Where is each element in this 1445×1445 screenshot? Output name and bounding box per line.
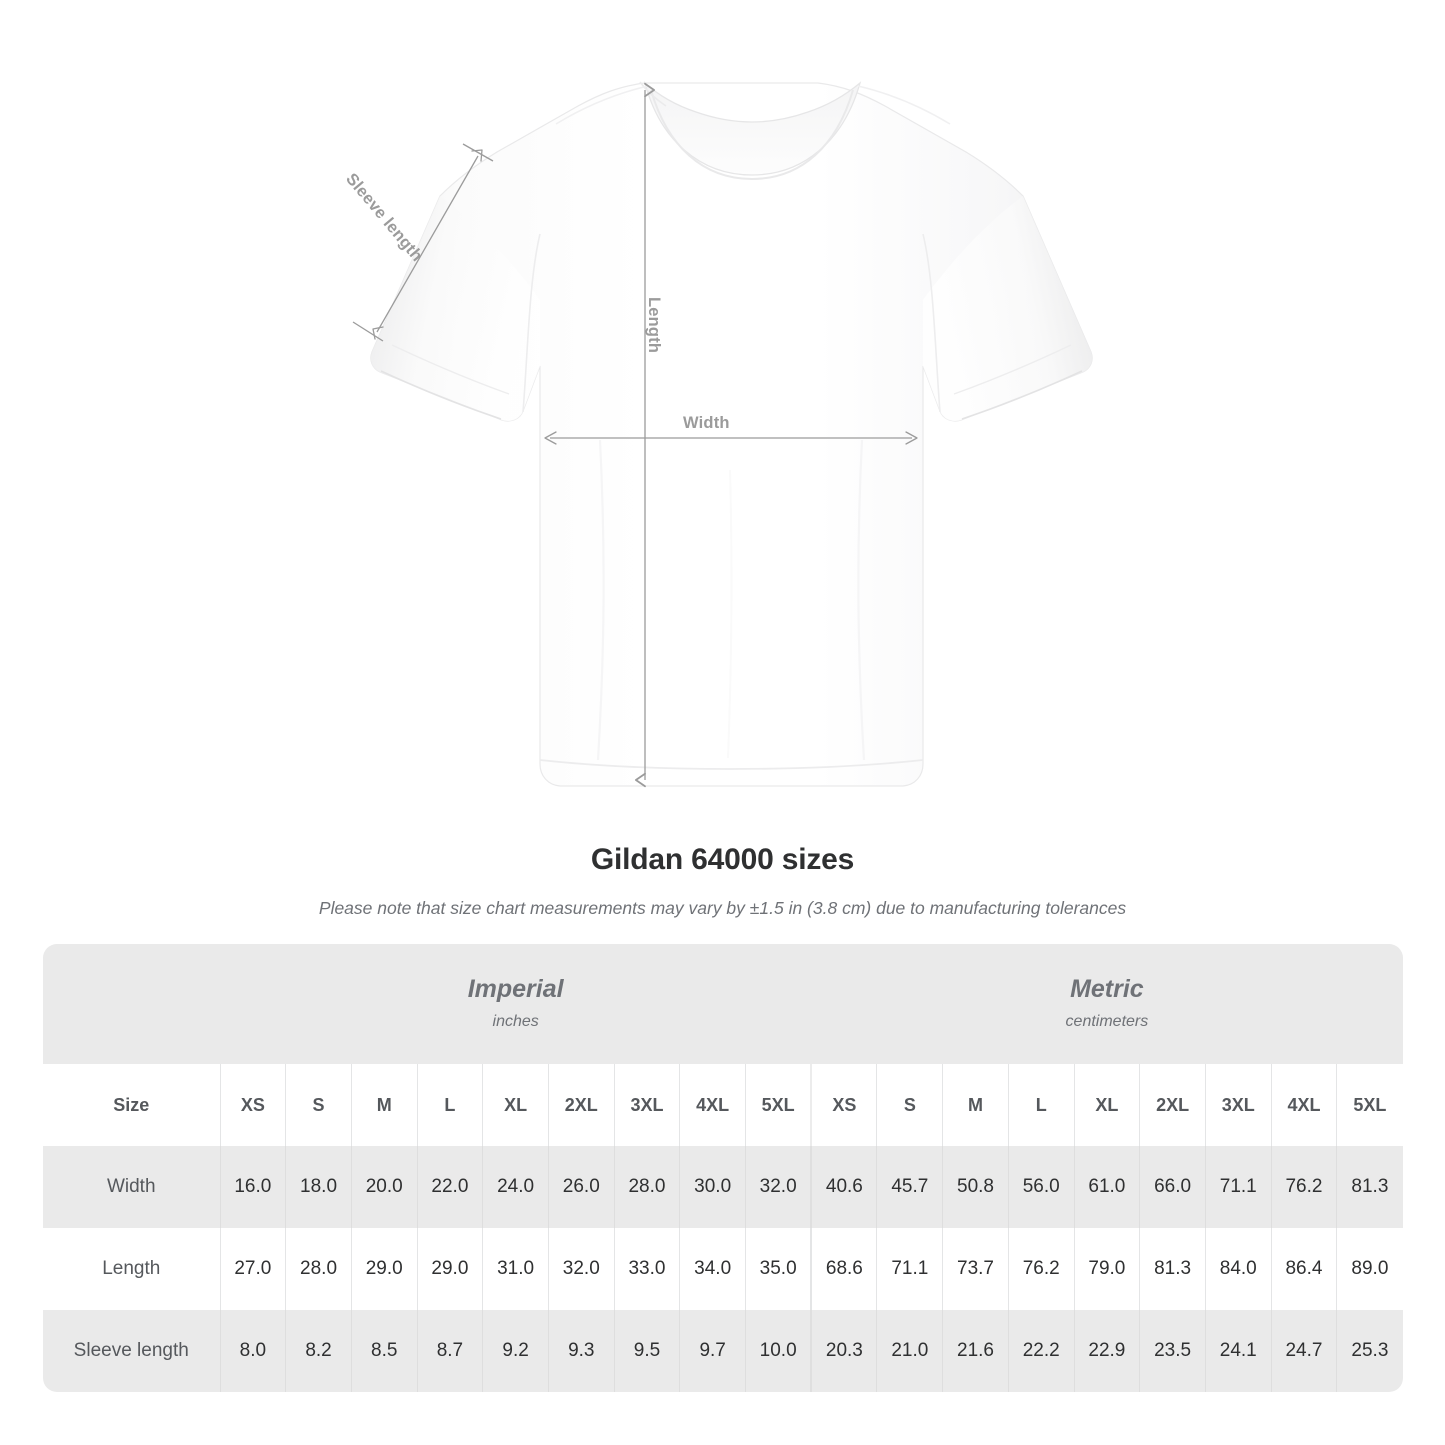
length-metric-3xl: 84.0 <box>1204 1228 1272 1310</box>
sleeve-metric-5xl: 25.3 <box>1336 1310 1403 1392</box>
size-header-imperial-l: L <box>416 1064 483 1146</box>
width-metric-4xl: 76.2 <box>1270 1146 1337 1228</box>
width-imperial-xl: 24.0 <box>482 1146 549 1228</box>
dimension-lines <box>352 82 918 788</box>
size-header-imperial-4xl: 4XL <box>679 1064 746 1146</box>
sleeve-metric-4xl: 24.7 <box>1270 1310 1337 1392</box>
width-imperial-3xl: 28.0 <box>613 1146 680 1228</box>
sleeve-imperial-xs: 8.0 <box>219 1310 286 1392</box>
length-imperial-3xl: 33.0 <box>613 1228 680 1310</box>
size-header-metric-2xl: 2XL <box>1139 1064 1206 1146</box>
width-imperial-s: 18.0 <box>285 1146 352 1228</box>
width-imperial-l: 22.0 <box>416 1146 483 1228</box>
size-header-metric-5xl: 5XL <box>1336 1064 1403 1146</box>
sleeve-metric-3xl: 24.1 <box>1204 1310 1272 1392</box>
sleeve-imperial-s: 8.2 <box>285 1310 352 1392</box>
width-metric-xs: 40.6 <box>810 1146 877 1228</box>
width-imperial-5xl: 32.0 <box>745 1146 812 1228</box>
row-label-width: Width <box>43 1146 220 1228</box>
size-header-imperial-5xl: 5XL <box>745 1064 812 1146</box>
sleeve-imperial-4xl: 9.7 <box>679 1310 746 1392</box>
length-imperial-4xl: 34.0 <box>679 1228 746 1310</box>
length-imperial-5xl: 35.0 <box>745 1228 812 1310</box>
page-title: Gildan 64000 sizes <box>590 843 855 876</box>
unit-group-imperial-subtitle: inches <box>492 1013 539 1030</box>
length-imperial-2xl: 32.0 <box>547 1228 615 1310</box>
length-metric-s: 71.1 <box>876 1228 943 1310</box>
sleeve-imperial-2xl: 9.3 <box>547 1310 615 1392</box>
tshirt-diagram: Sleeve length Length Width <box>342 81 1093 788</box>
width-imperial-2xl: 26.0 <box>547 1146 615 1228</box>
sleeve-metric-xl: 22.9 <box>1073 1310 1140 1392</box>
tshirt-illustration <box>352 81 1093 788</box>
length-imperial-xs: 27.0 <box>219 1228 286 1310</box>
sleeve-metric-2xl: 23.5 <box>1139 1310 1206 1392</box>
unit-group-metric-subtitle: centimeters <box>1065 1013 1149 1030</box>
sleeve-metric-m: 21.6 <box>942 1310 1009 1392</box>
sleeve-metric-xs: 20.3 <box>810 1310 877 1392</box>
length-metric-4xl: 86.4 <box>1270 1228 1337 1310</box>
sleeve-imperial-5xl: 10.0 <box>745 1310 812 1392</box>
width-imperial-4xl: 30.0 <box>679 1146 746 1228</box>
unit-group-imperial: Imperial inches <box>220 944 812 1064</box>
size-header-imperial-xs: XS <box>219 1064 286 1146</box>
size-chart-table: Imperial inches Metric centimeters Size … <box>43 944 1403 1392</box>
width-imperial-m: 20.0 <box>350 1146 418 1228</box>
table-row-length: Length 27.0 28.0 29.0 29.0 31.0 32.0 33.… <box>43 1228 1403 1310</box>
size-header-metric-3xl: 3XL <box>1204 1064 1272 1146</box>
size-header-metric-l: L <box>1007 1064 1075 1146</box>
sleeve-length-arrow <box>352 143 494 342</box>
length-imperial-l: 29.0 <box>416 1228 483 1310</box>
sleeve-imperial-xl: 9.2 <box>482 1310 549 1392</box>
size-header-label: Size <box>43 1064 220 1146</box>
width-metric-s: 45.7 <box>876 1146 943 1228</box>
unit-row-spacer <box>43 944 220 1064</box>
size-header-metric-xs: XS <box>810 1064 877 1146</box>
length-metric-xs: 68.6 <box>810 1228 877 1310</box>
size-header-imperial-2xl: 2XL <box>547 1064 615 1146</box>
length-metric-5xl: 89.0 <box>1336 1228 1403 1310</box>
length-metric-xl: 79.0 <box>1073 1228 1140 1310</box>
shirt-body-shape <box>370 81 1093 787</box>
size-header-imperial-m: M <box>350 1064 418 1146</box>
width-metric-5xl: 81.3 <box>1336 1146 1403 1228</box>
sleeve-metric-l: 22.2 <box>1007 1310 1075 1392</box>
length-imperial-xl: 31.0 <box>482 1228 549 1310</box>
table-row-width: Width 16.0 18.0 20.0 22.0 24.0 26.0 28.0… <box>43 1146 1403 1228</box>
width-metric-l: 56.0 <box>1007 1146 1075 1228</box>
width-metric-m: 50.8 <box>942 1146 1009 1228</box>
unit-group-row: Imperial inches Metric centimeters <box>43 944 1403 1064</box>
unit-group-metric-name: Metric <box>1070 975 1144 1003</box>
tolerance-note: Please note that size chart measurements… <box>318 898 1127 918</box>
sleeve-imperial-l: 8.7 <box>416 1310 483 1392</box>
sleeve-imperial-3xl: 9.5 <box>613 1310 680 1392</box>
table-row-sleeve-length: Sleeve length 8.0 8.2 8.5 8.7 9.2 9.3 9.… <box>43 1310 1403 1392</box>
size-header-row: Size XS S M L XL 2XL 3XL 4XL 5XL XS S M … <box>43 1064 1403 1146</box>
width-metric-xl: 61.0 <box>1073 1146 1140 1228</box>
width-metric-2xl: 66.0 <box>1139 1146 1206 1228</box>
length-metric-l: 76.2 <box>1007 1228 1075 1310</box>
width-imperial-xs: 16.0 <box>219 1146 286 1228</box>
sleeve-imperial-m: 8.5 <box>350 1310 418 1392</box>
sleeve-metric-s: 21.0 <box>876 1310 943 1392</box>
length-imperial-m: 29.0 <box>350 1228 418 1310</box>
width-metric-3xl: 71.1 <box>1204 1146 1272 1228</box>
size-header-imperial-3xl: 3XL <box>613 1064 680 1146</box>
size-header-metric-m: M <box>942 1064 1009 1146</box>
length-imperial-s: 28.0 <box>285 1228 352 1310</box>
size-header-metric-xl: XL <box>1073 1064 1140 1146</box>
row-label-sleeve-length: Sleeve length <box>43 1310 220 1392</box>
length-metric-m: 73.7 <box>942 1228 1009 1310</box>
title-block: Gildan 64000 sizes Please note that size… <box>0 840 1445 920</box>
size-chart-table-wrapper: Imperial inches Metric centimeters Size … <box>43 944 1403 1392</box>
unit-group-imperial-name: Imperial <box>467 975 564 1003</box>
row-label-length: Length <box>43 1228 220 1310</box>
size-header-imperial-s: S <box>285 1064 352 1146</box>
size-header-metric-4xl: 4XL <box>1270 1064 1337 1146</box>
size-header-metric-s: S <box>876 1064 943 1146</box>
unit-group-metric: Metric centimeters <box>811 944 1403 1064</box>
size-header-imperial-xl: XL <box>482 1064 549 1146</box>
length-metric-2xl: 81.3 <box>1139 1228 1206 1310</box>
